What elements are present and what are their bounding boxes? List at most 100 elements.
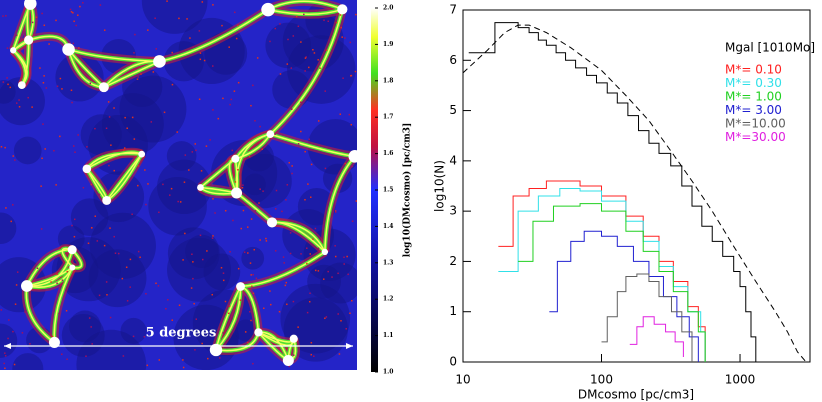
speck bbox=[103, 244, 106, 247]
speck bbox=[199, 234, 202, 237]
speck bbox=[131, 116, 134, 119]
speck bbox=[71, 224, 73, 227]
halo bbox=[261, 2, 275, 17]
speck bbox=[310, 196, 312, 198]
speck bbox=[21, 332, 24, 334]
speck bbox=[251, 285, 253, 288]
speck bbox=[297, 326, 299, 328]
y-tick-label: 2 bbox=[449, 254, 457, 268]
speck bbox=[348, 113, 351, 116]
speck bbox=[165, 308, 167, 310]
speck bbox=[7, 337, 9, 340]
void bbox=[0, 212, 17, 245]
filament-core bbox=[267, 0, 343, 11]
speck bbox=[4, 352, 6, 354]
speck bbox=[258, 202, 260, 204]
speck bbox=[70, 89, 73, 92]
speck bbox=[211, 237, 214, 239]
halo bbox=[21, 280, 33, 292]
speck bbox=[89, 82, 92, 85]
speck bbox=[2, 81, 5, 83]
speck bbox=[313, 52, 316, 54]
speck bbox=[195, 149, 197, 152]
speck bbox=[304, 70, 306, 72]
scale-annotation: 5 degrees bbox=[146, 326, 217, 341]
colorbar-tick-label: 1.7 bbox=[383, 114, 393, 121]
speck bbox=[137, 76, 140, 78]
speck bbox=[323, 19, 325, 22]
speck bbox=[147, 183, 149, 185]
speck bbox=[315, 9, 317, 12]
speck bbox=[232, 219, 234, 222]
speck bbox=[90, 326, 92, 328]
speck bbox=[252, 292, 255, 295]
y-tick-label: 1 bbox=[449, 304, 457, 318]
speck bbox=[283, 262, 285, 264]
speck bbox=[154, 17, 156, 19]
speck bbox=[334, 210, 337, 212]
speck bbox=[349, 312, 351, 315]
speck bbox=[4, 367, 6, 370]
speck bbox=[310, 353, 313, 356]
colorbar-tick-label: 2.0 bbox=[383, 5, 393, 12]
speck bbox=[183, 181, 186, 183]
speck bbox=[261, 148, 263, 150]
legend-entry: M*= 1.00 bbox=[725, 90, 782, 104]
speck bbox=[29, 343, 31, 345]
speck bbox=[214, 212, 216, 214]
speck bbox=[82, 186, 85, 189]
speck bbox=[317, 247, 320, 250]
halo bbox=[62, 43, 75, 56]
speck bbox=[340, 320, 342, 322]
speck bbox=[56, 273, 58, 275]
speck bbox=[351, 165, 354, 168]
halo bbox=[209, 343, 223, 357]
speck bbox=[9, 86, 12, 89]
speck bbox=[5, 15, 7, 17]
speck bbox=[240, 227, 243, 230]
speck bbox=[14, 303, 17, 305]
speck bbox=[212, 235, 214, 237]
speck bbox=[8, 319, 10, 321]
speck bbox=[73, 218, 76, 221]
speck bbox=[184, 232, 186, 235]
y-tick-label: 4 bbox=[449, 153, 457, 167]
speck bbox=[237, 81, 240, 84]
y-tick-label: 3 bbox=[449, 204, 457, 218]
speck bbox=[73, 20, 75, 23]
halo bbox=[102, 195, 112, 205]
speck bbox=[3, 362, 5, 365]
speck bbox=[65, 310, 68, 312]
speck bbox=[94, 215, 97, 217]
speck bbox=[309, 292, 311, 295]
speck bbox=[98, 193, 101, 196]
speck bbox=[343, 256, 345, 259]
speck bbox=[279, 73, 282, 75]
speck bbox=[42, 123, 44, 125]
speck bbox=[91, 343, 93, 345]
speck bbox=[306, 311, 309, 314]
speck bbox=[306, 262, 308, 265]
speck bbox=[191, 253, 193, 256]
speck bbox=[200, 170, 203, 172]
speck bbox=[312, 48, 314, 51]
speck bbox=[300, 130, 302, 133]
speck bbox=[66, 270, 69, 273]
speck bbox=[265, 240, 268, 242]
speck bbox=[248, 155, 251, 158]
speck bbox=[74, 151, 76, 153]
speck bbox=[209, 139, 211, 141]
speck bbox=[12, 155, 14, 157]
speck bbox=[259, 188, 261, 190]
speck bbox=[16, 271, 19, 273]
halo bbox=[348, 150, 357, 163]
speck bbox=[5, 207, 7, 209]
speck bbox=[18, 99, 20, 101]
speck bbox=[331, 276, 333, 278]
speck bbox=[137, 184, 139, 187]
speck bbox=[163, 111, 166, 114]
speck bbox=[198, 30, 201, 32]
speck bbox=[2, 15, 4, 17]
speck bbox=[193, 302, 195, 305]
